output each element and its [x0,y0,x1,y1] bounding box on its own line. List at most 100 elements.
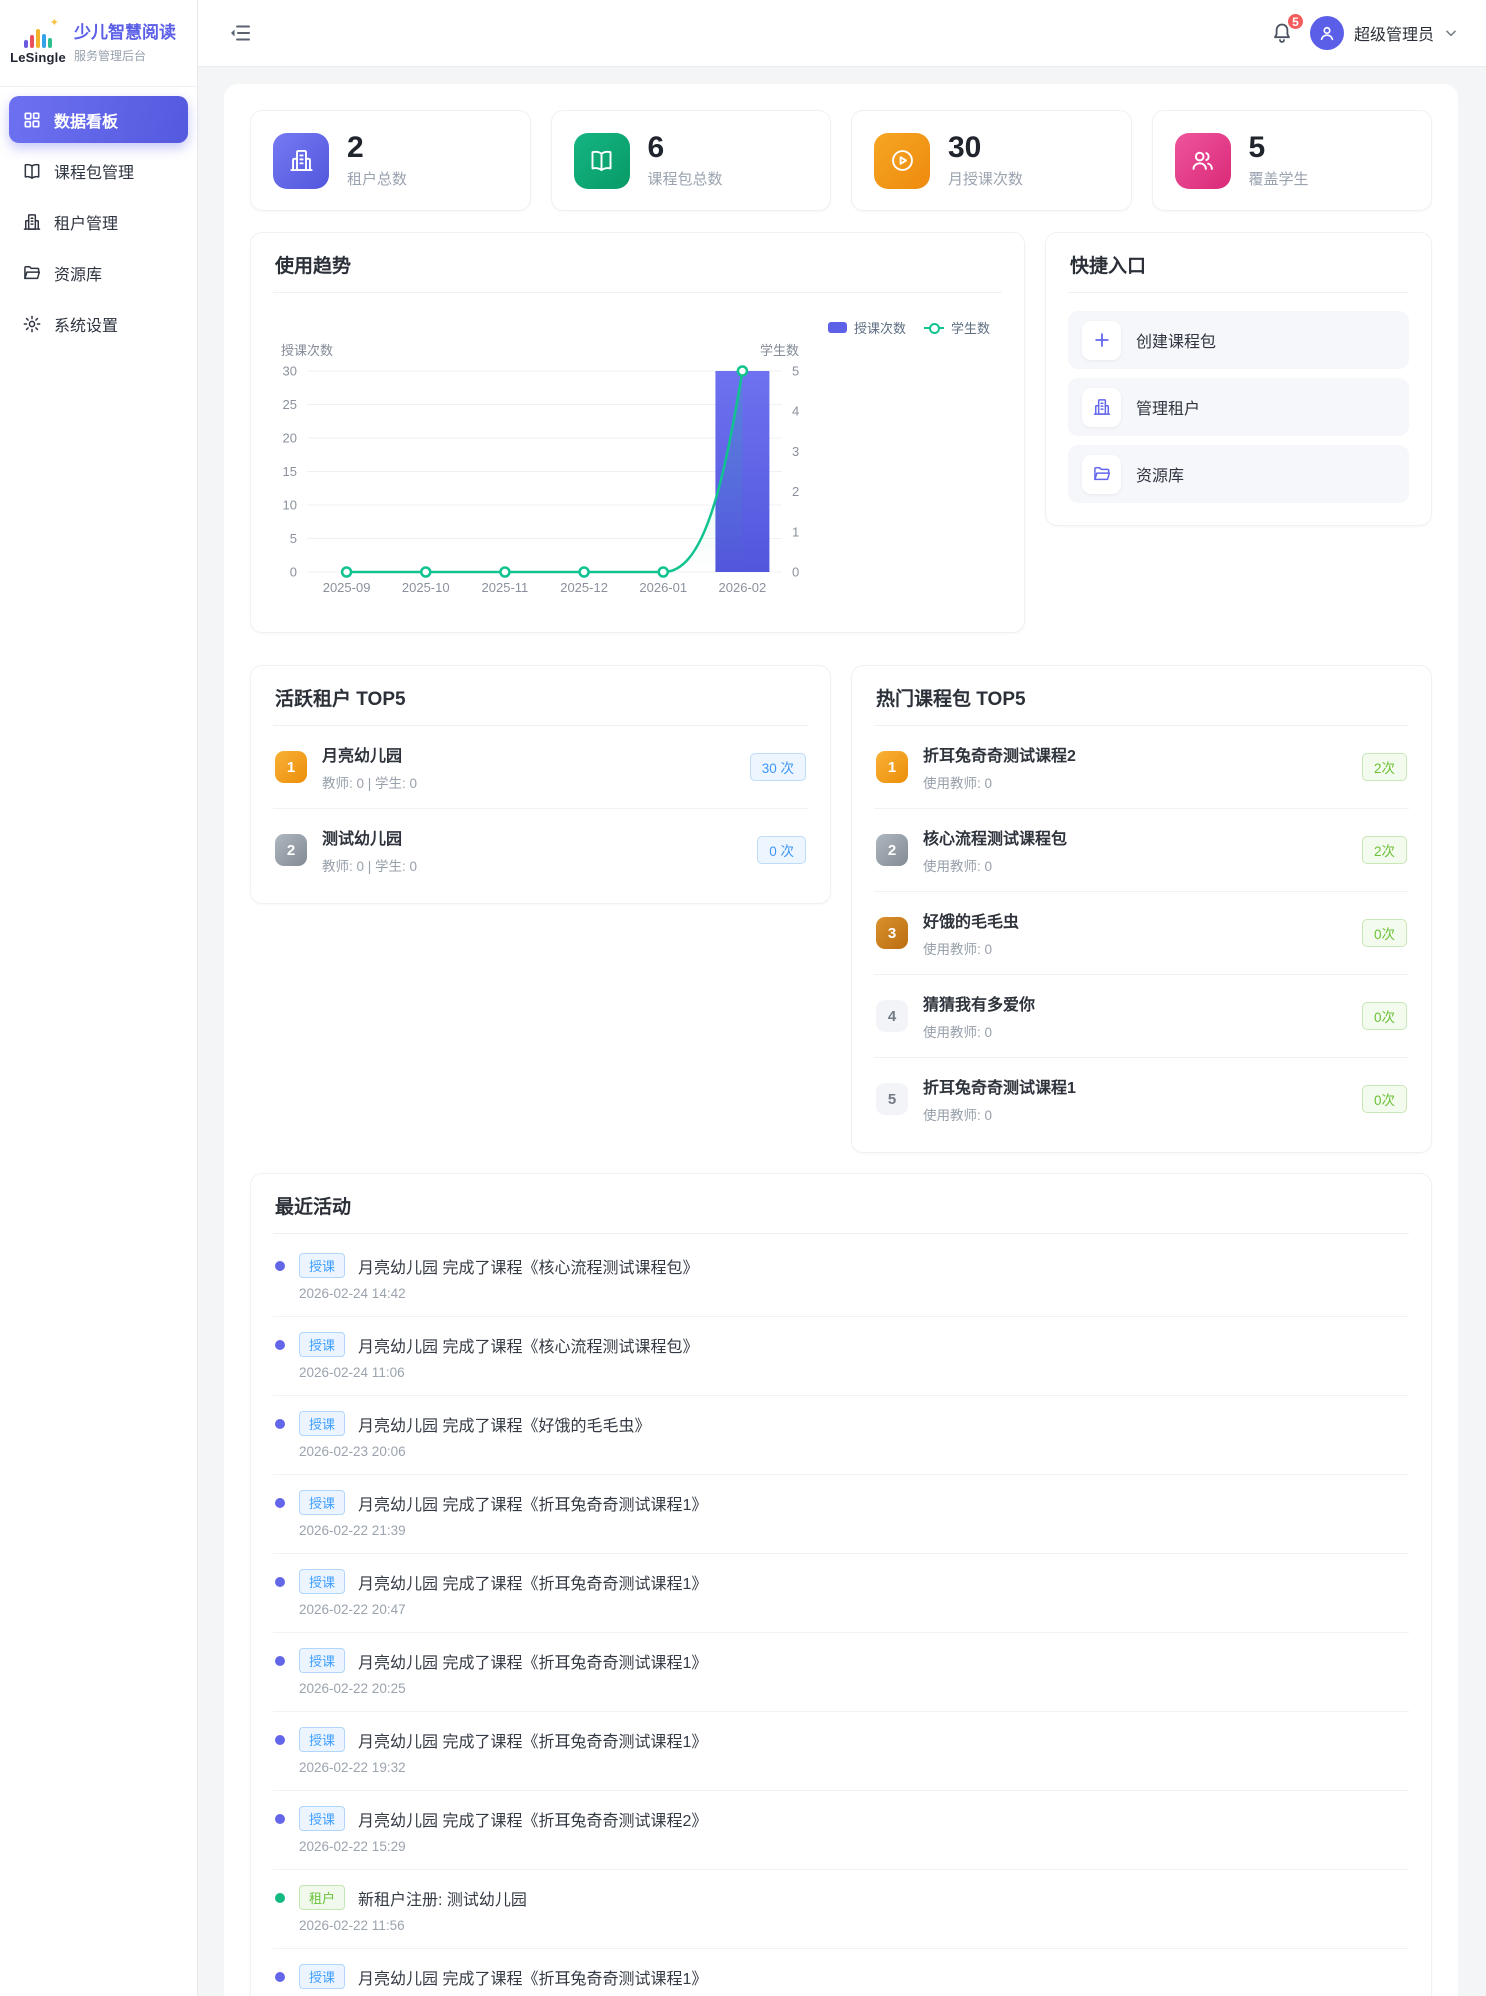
building-icon [1093,399,1110,415]
svg-text:15: 15 [283,464,297,479]
package-row: 2 核心流程测试课程包 使用教师: 0 2次 [874,809,1409,892]
app-title: 少儿智慧阅读 [74,23,176,43]
notifications-button[interactable]: 5 [1270,12,1305,45]
sidebar-menu: 数据看板 课程包管理 租户管理 资源库 系统设置 [0,87,197,360]
folder-icon [1093,467,1110,481]
quick-item-label: 资源库 [1136,468,1185,485]
person-icon [1320,26,1334,41]
activity-row: 授课 月亮幼儿园 完成了课程《折耳兔奇奇测试课程2》 2026-02-22 15… [273,1791,1409,1870]
activity-row: 授课 月亮幼儿园 完成了课程《核心流程测试课程包》 2026-02-24 14:… [273,1238,1409,1317]
logo-mark: ✦ LeSingle [10,17,66,65]
dashboard-grid-icon [24,112,40,127]
legend-item-lessons: 授课次数 [827,318,906,337]
activity-tag: 授课 [299,1411,346,1436]
activity-time: 2026-02-22 20:25 [299,1681,406,1696]
svg-text:5: 5 [290,531,297,546]
quick-item-manage-tenants[interactable]: 管理租户 [1068,378,1409,436]
svg-text:5: 5 [792,364,799,379]
count-pill: 2次 [1361,753,1407,781]
stat-label: 覆盖学生 [1248,171,1309,189]
rank-badge: 2 [876,834,908,866]
package-name: 折耳兔奇奇测试课程1 [923,1080,1076,1097]
activity-tag: 授课 [299,1490,346,1515]
sidebar-item-dashboard[interactable]: 数据看板 [9,96,188,143]
stat-card-students: 5 覆盖学生 [1151,110,1432,211]
activity-row: 授课 月亮幼儿园 完成了课程《折耳兔奇奇测试课程1》 2026-02-22 20… [273,1554,1409,1633]
usage-trend-panel: 使用趋势 授课次数 学生数 0 5 10 15 20 25 30 0 1 2 3 4 5 授课次数 学生数 2… [250,232,1025,633]
svg-text:10: 10 [283,498,297,513]
sidebar-item-course-packages[interactable]: 课程包管理 [9,147,188,194]
panel-title: 热门课程包 TOP5 [874,684,1409,726]
activity-dot-icon [275,1971,285,1982]
activity-dot-icon [275,1655,285,1666]
stat-label: 课程包总数 [647,171,723,189]
package-meta: 使用教师: 0 [923,1025,993,1040]
panel-title: 使用趋势 [273,251,1002,293]
activity-tag: 授课 [299,1253,346,1278]
svg-text:2025-12: 2025-12 [560,580,608,595]
sidebar-item-label: 数据看板 [54,113,119,131]
svg-text:30: 30 [283,364,297,379]
tenant-meta: 教师: 0 | 学生: 0 [322,859,418,874]
package-row: 5 折耳兔奇奇测试课程1 使用教师: 0 0次 [874,1058,1409,1130]
chart-legend: 授课次数 学生数 [827,318,990,337]
activity-time: 2026-02-22 20:47 [299,1602,406,1617]
book-icon [591,150,612,172]
tenant-row: 2 测试幼儿园 教师: 0 | 学生: 0 0 次 [273,809,808,881]
chevron-down-icon [1446,30,1456,37]
sidebar-item-tenants[interactable]: 租户管理 [9,198,188,245]
package-name: 猜猜我有多爱你 [923,997,1036,1014]
activity-time: 2026-02-24 11:06 [299,1365,405,1380]
rank-badge: 1 [275,751,307,783]
usage-trend-chart: 0 5 10 15 20 25 30 0 1 2 3 4 5 授课次数 学生数 2025-09 2025-10 2… [281,343,799,595]
tenant-name: 月亮幼儿园 [322,748,403,765]
stat-value: 30 [948,130,982,164]
activity-tag: 授课 [299,1964,346,1989]
stat-value: 2 [347,130,364,164]
sidebar-item-resources[interactable]: 资源库 [9,249,188,296]
tenant-meta: 教师: 0 | 学生: 0 [322,776,418,791]
logo-text: LeSingle [10,49,66,65]
activity-text: 月亮幼儿园 完成了课程《折耳兔奇奇测试课程2》 [358,1812,708,1830]
package-meta: 使用教师: 0 [923,859,993,874]
svg-text:20: 20 [283,431,297,446]
activity-text: 新租户注册: 测试幼儿园 [358,1891,527,1909]
package-name: 核心流程测试课程包 [923,831,1068,848]
sidebar-collapse-button[interactable] [228,20,254,46]
quick-item-resources[interactable]: 资源库 [1068,445,1409,503]
activity-text: 月亮幼儿园 完成了课程《折耳兔奇奇测试课程1》 [358,1496,708,1514]
activity-text: 月亮幼儿园 完成了课程《折耳兔奇奇测试课程1》 [358,1654,708,1672]
svg-text:2026-02: 2026-02 [719,580,767,595]
sidebar-item-label: 租户管理 [54,215,119,233]
activity-tag: 授课 [299,1727,346,1752]
legend-label: 学生数 [950,321,990,336]
logo-bars-icon: ✦ [18,17,59,48]
activity-time: 2026-02-24 14:42 [299,1286,406,1301]
svg-text:4: 4 [792,404,799,419]
count-pill: 2次 [1361,836,1407,864]
stat-card-tenants: 2 租户总数 [250,110,531,211]
activity-text: 月亮幼儿园 完成了课程《核心流程测试课程包》 [358,1338,699,1356]
building-icon [289,149,313,172]
activity-row: 授课 月亮幼儿园 完成了课程《好饿的毛毛虫》 2026-02-23 20:06 [273,1396,1409,1475]
activity-tag: 租户 [299,1885,346,1910]
activity-row: 授课 月亮幼儿园 完成了课程《折耳兔奇奇测试课程1》 2026-02-22 20… [273,1633,1409,1712]
user-menu[interactable]: 超级管理员 [1309,16,1458,50]
svg-text:0: 0 [290,565,297,580]
rank-badge: 1 [876,751,908,783]
activity-tag: 授课 [299,1332,346,1357]
sidebar-item-settings[interactable]: 系统设置 [9,300,188,347]
gear-icon [23,315,41,332]
stat-value: 6 [647,130,665,164]
quick-item-create-package[interactable]: 创建课程包 [1068,311,1409,369]
rank-badge: 4 [876,1000,908,1032]
notification-badge: 5 [1285,12,1305,31]
svg-text:2025-09: 2025-09 [323,580,371,595]
package-row: 4 猜猜我有多爱你 使用教师: 0 0次 [874,975,1409,1058]
collapse-icon [231,25,250,41]
svg-text:2025-10: 2025-10 [402,580,450,595]
quick-item-label: 管理租户 [1136,401,1201,418]
stat-label: 租户总数 [347,171,408,189]
sidebar-item-label: 课程包管理 [54,164,135,182]
